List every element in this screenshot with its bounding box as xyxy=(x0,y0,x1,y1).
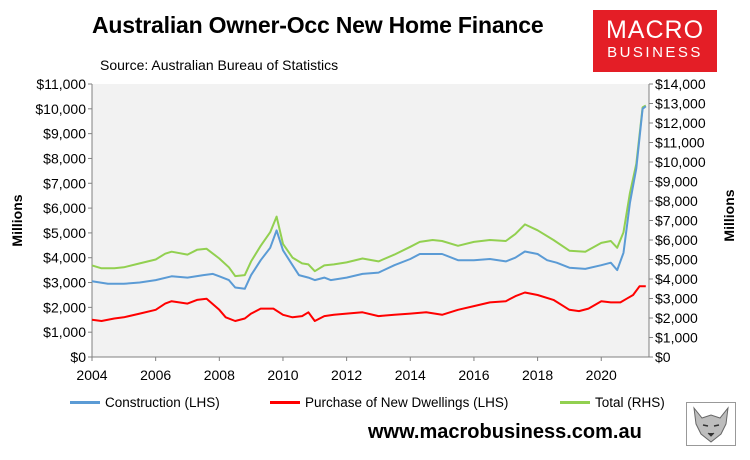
logo-line-1: MACRO xyxy=(605,16,705,44)
legend-swatch-construction xyxy=(70,401,100,404)
legend-swatch-total xyxy=(560,401,590,404)
chart-source: Source: Australian Bureau of Statistics xyxy=(100,57,339,73)
right-axis-label: Millions xyxy=(721,189,737,241)
legend-label-purchase: Purchase of New Dwellings (LHS) xyxy=(305,395,509,410)
logo-line-2: BUSINESS xyxy=(607,44,703,61)
left-axis-label: Millions xyxy=(9,194,25,246)
website-url: www.macrobusiness.com.au xyxy=(368,421,642,443)
left-tick-label: $11,000 xyxy=(36,76,86,92)
left-tick-label: $10,000 xyxy=(35,101,86,117)
right-tick-label: $12,000 xyxy=(655,115,706,131)
series-line-total-rhs xyxy=(91,104,647,278)
legend-label-total: Total (RHS) xyxy=(595,395,665,410)
chart-title: Australian Owner-Occ New Home Finance xyxy=(92,12,544,38)
legend-item-construction: Construction (LHS) xyxy=(70,395,220,410)
right-tick-label: $7,000 xyxy=(655,213,698,229)
right-tick-label: $1,000 xyxy=(655,330,698,346)
legend-item-total: Total (RHS) xyxy=(560,395,665,410)
series-layer xyxy=(91,104,647,322)
series-line-purchase-of-new-dwellings-lhs xyxy=(91,285,646,322)
right-tick-label: $8,000 xyxy=(655,193,698,209)
left-tick-label: $6,000 xyxy=(43,200,86,216)
left-tick-label: $5,000 xyxy=(43,225,86,241)
left-tick-label: $4,000 xyxy=(43,250,86,266)
legend-item-purchase: Purchase of New Dwellings (LHS) xyxy=(270,395,508,410)
plot-area xyxy=(92,84,649,357)
right-tick-label: $11,000 xyxy=(655,135,705,151)
left-tick-label: $3,000 xyxy=(43,275,86,291)
left-tick-label: $7,000 xyxy=(43,175,86,191)
right-tick-label: $0 xyxy=(655,349,671,365)
left-tick-label: $2,000 xyxy=(43,299,86,315)
right-tick-label: $10,000 xyxy=(655,154,706,170)
left-tick-label: $0 xyxy=(70,349,86,365)
right-tick-label: $13,000 xyxy=(655,96,706,112)
x-tick-label: 2016 xyxy=(458,367,489,383)
x-tick-label: 2018 xyxy=(522,367,553,383)
right-tick-label: $14,000 xyxy=(655,76,706,92)
left-axis: $0 $1,000 $2,000 $3,000 $4,000 $5,000 $6,000 $7… xyxy=(35,76,93,365)
right-axis: $0 $1,000 $2,000 $3,000 $4,000 $5,000 $6,000 $7… xyxy=(648,76,706,365)
x-tick-label: 2014 xyxy=(395,367,426,383)
left-tick-label: $1,000 xyxy=(43,324,86,340)
x-tick-label: 2008 xyxy=(204,367,235,383)
left-tick-label: $8,000 xyxy=(43,150,86,166)
x-axis: 2004 2006 2008 2010 2012 2014 2016 2018 2020 xyxy=(76,356,649,383)
right-tick-label: $4,000 xyxy=(655,271,698,287)
x-tick-label: 2006 xyxy=(140,367,171,383)
right-tick-label: $5,000 xyxy=(655,252,698,268)
series-line-construction-lhs xyxy=(91,105,647,290)
x-tick-label: 2004 xyxy=(76,367,107,383)
legend-swatch-purchase xyxy=(270,401,300,404)
right-tick-label: $6,000 xyxy=(655,232,698,248)
right-tick-label: $3,000 xyxy=(655,291,698,307)
x-tick-label: 2012 xyxy=(331,367,362,383)
wolf-logo-icon xyxy=(686,402,736,446)
left-tick-label: $9,000 xyxy=(43,126,86,142)
x-tick-label: 2010 xyxy=(267,367,298,383)
x-tick-label: 2020 xyxy=(586,367,617,383)
macrobusiness-logo: MACRO BUSINESS xyxy=(593,10,717,72)
right-tick-label: $9,000 xyxy=(655,174,698,190)
legend-label-construction: Construction (LHS) xyxy=(105,395,220,410)
right-tick-label: $2,000 xyxy=(655,310,698,326)
